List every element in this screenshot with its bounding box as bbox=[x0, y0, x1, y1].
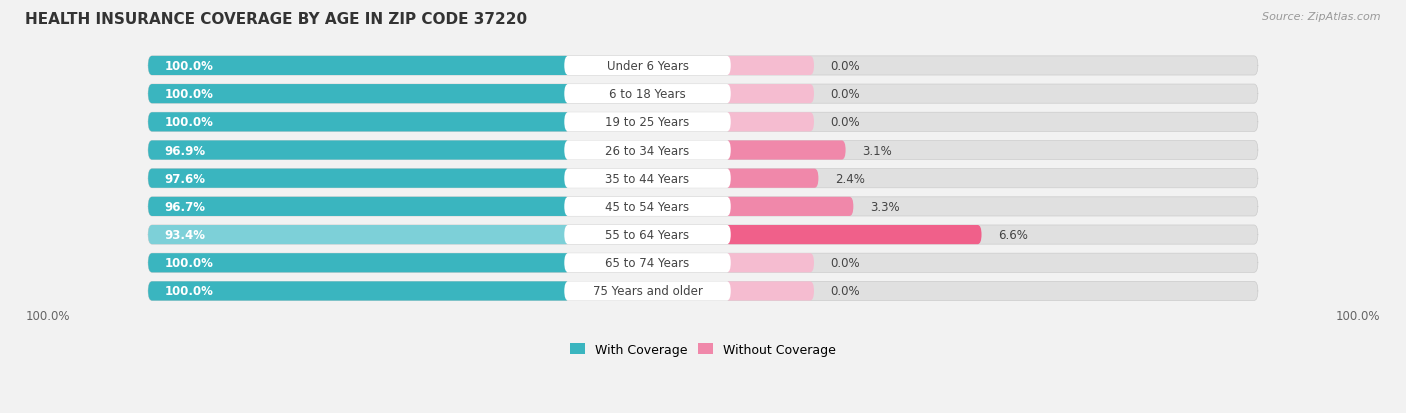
FancyBboxPatch shape bbox=[564, 254, 731, 273]
Text: 96.9%: 96.9% bbox=[165, 144, 205, 157]
Text: 26 to 34 Years: 26 to 34 Years bbox=[606, 144, 689, 157]
Text: 0.0%: 0.0% bbox=[831, 285, 860, 298]
Text: 100.0%: 100.0% bbox=[165, 116, 214, 129]
Text: 3.1%: 3.1% bbox=[862, 144, 891, 157]
FancyBboxPatch shape bbox=[148, 141, 569, 160]
Text: 100.0%: 100.0% bbox=[1336, 309, 1379, 323]
FancyBboxPatch shape bbox=[725, 85, 814, 104]
FancyBboxPatch shape bbox=[564, 85, 731, 104]
FancyBboxPatch shape bbox=[148, 169, 1258, 188]
FancyBboxPatch shape bbox=[564, 113, 731, 132]
FancyBboxPatch shape bbox=[725, 254, 814, 273]
FancyBboxPatch shape bbox=[725, 113, 814, 132]
FancyBboxPatch shape bbox=[148, 282, 1258, 301]
Text: 35 to 44 Years: 35 to 44 Years bbox=[606, 172, 689, 185]
Legend: With Coverage, Without Coverage: With Coverage, Without Coverage bbox=[565, 338, 841, 361]
Text: 100.0%: 100.0% bbox=[165, 60, 214, 73]
Text: 0.0%: 0.0% bbox=[831, 256, 860, 270]
Text: 0.0%: 0.0% bbox=[831, 88, 860, 101]
Text: 100.0%: 100.0% bbox=[165, 285, 214, 298]
FancyBboxPatch shape bbox=[564, 282, 731, 301]
Text: 45 to 54 Years: 45 to 54 Years bbox=[606, 200, 689, 214]
Text: 3.3%: 3.3% bbox=[870, 200, 900, 214]
Text: 75 Years and older: 75 Years and older bbox=[592, 285, 703, 298]
Text: 6 to 18 Years: 6 to 18 Years bbox=[609, 88, 686, 101]
FancyBboxPatch shape bbox=[564, 57, 731, 76]
Text: 55 to 64 Years: 55 to 64 Years bbox=[606, 228, 689, 242]
Text: 97.6%: 97.6% bbox=[165, 172, 205, 185]
Text: 6.6%: 6.6% bbox=[998, 228, 1028, 242]
Text: 0.0%: 0.0% bbox=[831, 60, 860, 73]
FancyBboxPatch shape bbox=[725, 197, 853, 216]
FancyBboxPatch shape bbox=[564, 197, 731, 216]
FancyBboxPatch shape bbox=[148, 57, 569, 76]
FancyBboxPatch shape bbox=[725, 225, 981, 244]
Text: 100.0%: 100.0% bbox=[165, 88, 214, 101]
FancyBboxPatch shape bbox=[148, 225, 1258, 244]
FancyBboxPatch shape bbox=[725, 282, 814, 301]
FancyBboxPatch shape bbox=[148, 254, 1258, 273]
Text: HEALTH INSURANCE COVERAGE BY AGE IN ZIP CODE 37220: HEALTH INSURANCE COVERAGE BY AGE IN ZIP … bbox=[25, 12, 527, 27]
FancyBboxPatch shape bbox=[148, 57, 1258, 76]
FancyBboxPatch shape bbox=[148, 85, 569, 104]
Text: 96.7%: 96.7% bbox=[165, 200, 205, 214]
FancyBboxPatch shape bbox=[148, 85, 1258, 104]
FancyBboxPatch shape bbox=[148, 282, 569, 301]
Text: 100.0%: 100.0% bbox=[27, 309, 70, 323]
FancyBboxPatch shape bbox=[148, 113, 1258, 132]
FancyBboxPatch shape bbox=[148, 197, 1258, 216]
FancyBboxPatch shape bbox=[148, 169, 569, 188]
FancyBboxPatch shape bbox=[148, 197, 569, 216]
FancyBboxPatch shape bbox=[564, 169, 731, 188]
Text: 93.4%: 93.4% bbox=[165, 228, 205, 242]
FancyBboxPatch shape bbox=[725, 169, 818, 188]
Text: 0.0%: 0.0% bbox=[831, 116, 860, 129]
FancyBboxPatch shape bbox=[564, 225, 731, 244]
Text: 100.0%: 100.0% bbox=[165, 256, 214, 270]
FancyBboxPatch shape bbox=[148, 113, 569, 132]
Text: Under 6 Years: Under 6 Years bbox=[606, 60, 689, 73]
FancyBboxPatch shape bbox=[148, 141, 1258, 160]
FancyBboxPatch shape bbox=[725, 57, 814, 76]
FancyBboxPatch shape bbox=[148, 254, 569, 273]
Text: 2.4%: 2.4% bbox=[835, 172, 865, 185]
FancyBboxPatch shape bbox=[564, 141, 731, 160]
Text: Source: ZipAtlas.com: Source: ZipAtlas.com bbox=[1263, 12, 1381, 22]
Text: 19 to 25 Years: 19 to 25 Years bbox=[606, 116, 689, 129]
FancyBboxPatch shape bbox=[725, 141, 845, 160]
Text: 65 to 74 Years: 65 to 74 Years bbox=[606, 256, 689, 270]
FancyBboxPatch shape bbox=[148, 225, 569, 244]
